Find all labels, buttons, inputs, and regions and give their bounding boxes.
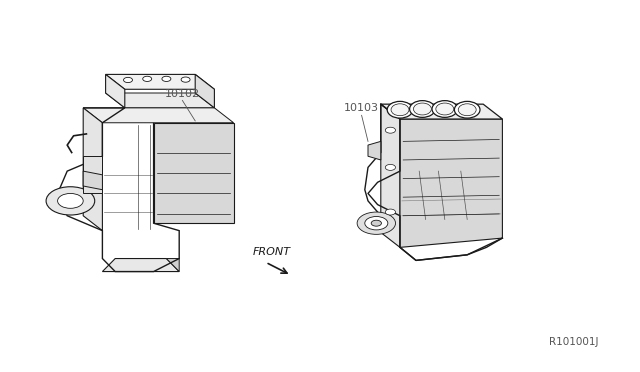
Polygon shape xyxy=(83,171,102,190)
Circle shape xyxy=(124,77,132,83)
Circle shape xyxy=(365,217,388,230)
Ellipse shape xyxy=(410,101,435,118)
Circle shape xyxy=(162,76,171,81)
Ellipse shape xyxy=(432,101,458,118)
Polygon shape xyxy=(154,123,234,223)
Circle shape xyxy=(143,76,152,81)
Ellipse shape xyxy=(458,104,476,116)
Text: FRONT: FRONT xyxy=(253,247,291,257)
Circle shape xyxy=(46,187,95,215)
Polygon shape xyxy=(195,74,214,108)
Ellipse shape xyxy=(436,103,454,115)
Circle shape xyxy=(385,164,396,170)
Circle shape xyxy=(385,127,396,133)
Circle shape xyxy=(58,193,83,208)
Ellipse shape xyxy=(454,102,480,118)
Polygon shape xyxy=(166,259,179,272)
Polygon shape xyxy=(106,93,214,108)
Polygon shape xyxy=(102,259,179,272)
Polygon shape xyxy=(381,104,502,119)
Text: 10103: 10103 xyxy=(344,103,379,113)
Circle shape xyxy=(385,209,396,215)
Text: 10102: 10102 xyxy=(165,89,200,99)
Circle shape xyxy=(371,220,381,226)
Polygon shape xyxy=(381,104,400,247)
Polygon shape xyxy=(368,141,381,160)
Ellipse shape xyxy=(391,104,409,116)
Polygon shape xyxy=(83,108,102,231)
Circle shape xyxy=(181,77,190,82)
Text: R101001J: R101001J xyxy=(549,337,598,347)
Polygon shape xyxy=(106,74,125,108)
Polygon shape xyxy=(83,108,234,123)
Ellipse shape xyxy=(413,103,431,115)
Ellipse shape xyxy=(387,102,413,118)
Polygon shape xyxy=(106,74,214,89)
Circle shape xyxy=(357,212,396,234)
Polygon shape xyxy=(400,119,502,247)
Polygon shape xyxy=(83,156,102,193)
